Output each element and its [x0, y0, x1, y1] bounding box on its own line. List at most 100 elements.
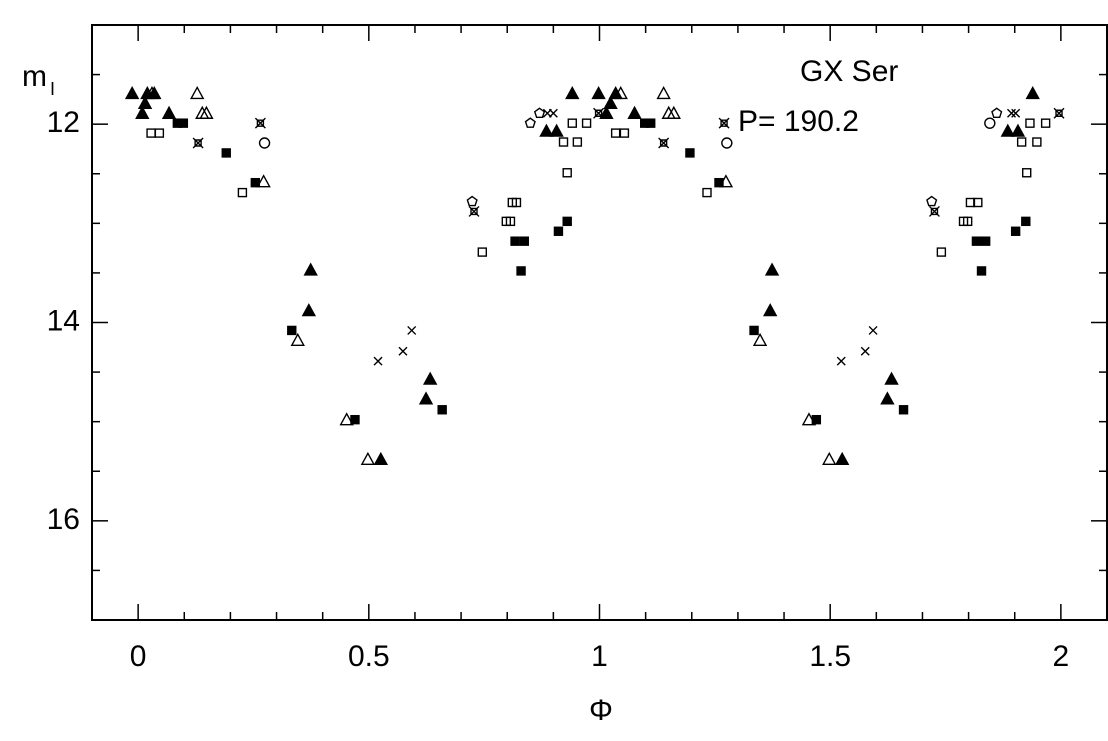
data-point [714, 177, 724, 188]
data-point [971, 236, 982, 246]
annotation: P= 190.2 [738, 105, 859, 138]
data-point [884, 371, 899, 385]
x-tick-label: 1.5 [809, 640, 851, 673]
data-point [373, 451, 388, 466]
data-point [558, 137, 569, 147]
data-point [1007, 108, 1016, 118]
data-point [1032, 137, 1042, 147]
y-axis-label-subscript: I [50, 79, 55, 99]
data-point [301, 303, 317, 317]
data-point [613, 85, 628, 100]
data-point [237, 187, 248, 198]
data-point [599, 105, 614, 119]
data-point [973, 197, 983, 208]
data-point [192, 137, 204, 149]
data-point [562, 168, 572, 178]
annotation: GX Ser [800, 55, 898, 88]
data-point [144, 85, 160, 100]
data-point [373, 356, 383, 366]
data-point [360, 451, 376, 466]
data-point [423, 371, 438, 385]
data-point [524, 117, 536, 128]
data-point [593, 107, 605, 119]
data-point [519, 236, 529, 246]
data-point [146, 128, 156, 138]
data-point [1021, 216, 1031, 227]
data-point [991, 107, 1003, 119]
x-tick-label: 0 [130, 640, 147, 673]
data-point [627, 105, 642, 119]
data-point [553, 226, 564, 236]
data-point [763, 303, 778, 317]
y-tick-label: 16 [47, 503, 80, 536]
x-axis-label: Φ [589, 694, 613, 727]
data-point [398, 346, 408, 356]
data-point [666, 105, 681, 119]
data-point [137, 95, 153, 110]
data-point [290, 332, 305, 347]
data-point [511, 197, 522, 208]
data-point [749, 325, 759, 336]
data-point [221, 148, 231, 158]
data-point [258, 137, 271, 149]
data-point [418, 391, 434, 405]
data-point [468, 205, 480, 217]
data-point [603, 95, 618, 110]
data-point [1011, 108, 1021, 118]
data-point [1016, 137, 1027, 147]
data-point [860, 346, 870, 356]
data-point [980, 236, 991, 246]
data-point [976, 266, 987, 276]
data-point [190, 85, 205, 100]
data-point [868, 325, 878, 335]
data-point [936, 247, 947, 257]
data-point [984, 117, 996, 129]
data-point [437, 405, 447, 415]
data-point [195, 105, 210, 119]
y-tick-label: 14 [47, 304, 80, 337]
data-point [510, 236, 520, 246]
data-point [581, 118, 592, 128]
data-point [135, 105, 150, 119]
data-point [1025, 85, 1040, 100]
data-point [1010, 226, 1021, 236]
data-point [1025, 118, 1035, 128]
data-point [303, 262, 318, 276]
data-point [811, 414, 822, 425]
data-point [1010, 123, 1026, 137]
data-point [836, 356, 846, 366]
data-point [477, 247, 488, 257]
data-point [718, 117, 730, 129]
data-point [646, 118, 656, 128]
data-point [764, 262, 780, 276]
data-point [161, 105, 177, 119]
data-point [1040, 118, 1051, 128]
data-point [250, 177, 261, 188]
data-point [539, 123, 554, 137]
data-point [880, 391, 895, 405]
data-point [565, 85, 580, 100]
data-point [822, 451, 837, 466]
data-point [254, 117, 266, 129]
data-point [702, 187, 712, 198]
x-tick-label: 1 [591, 640, 608, 673]
data-point [567, 118, 577, 128]
data-point [505, 216, 516, 227]
x-tick-label: 0.5 [348, 640, 390, 673]
data-point [548, 108, 558, 118]
data-point [752, 332, 768, 347]
data-point [199, 105, 214, 119]
data-point [124, 85, 140, 100]
data-point [619, 128, 630, 138]
data-point [350, 414, 360, 425]
data-point [549, 123, 564, 137]
data-point [287, 325, 297, 336]
data-point [610, 128, 621, 138]
data-point [685, 148, 695, 158]
data-point [658, 137, 670, 149]
data-point [516, 266, 526, 276]
data-point [1022, 168, 1032, 178]
data-point [926, 195, 938, 207]
